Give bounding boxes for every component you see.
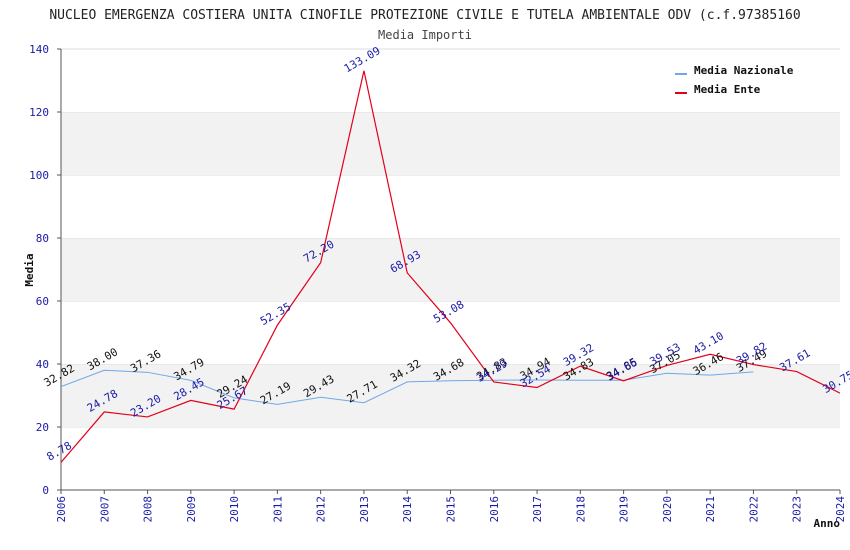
x-tick-label: 2017 xyxy=(531,496,544,523)
y-axis-label: Media xyxy=(23,253,36,286)
x-tick-label: 2014 xyxy=(401,496,414,523)
grid-band xyxy=(61,238,840,301)
grid-band xyxy=(61,112,840,175)
series-line-media-ente xyxy=(60,70,841,463)
x-tick-label: 2007 xyxy=(98,496,111,523)
legend: Media Nazionale Media Ente xyxy=(675,64,794,96)
x-tick-label: 2011 xyxy=(271,496,284,523)
x-tick-label: 2010 xyxy=(228,496,241,523)
y-tick-label: 140 xyxy=(29,43,49,56)
grid-band xyxy=(61,49,840,112)
x-tick-label: 2022 xyxy=(747,496,760,523)
y-tick-label: 60 xyxy=(36,295,49,308)
x-tick-label: 2019 xyxy=(618,496,631,523)
y-tick-label: 40 xyxy=(36,358,49,371)
chart-title: NUCLEO EMERGENZA COSTIERA UNITA CINOFILE… xyxy=(49,8,800,23)
series-line-media-nazionale xyxy=(60,369,754,405)
y-axis-ticks: 0 20 40 60 80 100 120 140 xyxy=(29,43,61,497)
x-tick-label: 2016 xyxy=(488,496,501,523)
x-tick-label: 2018 xyxy=(574,496,587,523)
grid-band xyxy=(61,301,840,364)
chart-subtitle: Media Importi xyxy=(378,28,472,42)
x-tick-label: 2012 xyxy=(315,496,328,523)
x-tick-label: 2013 xyxy=(358,496,371,523)
x-tick-label: 2006 xyxy=(55,496,68,523)
grid-band xyxy=(61,427,840,490)
grid-bands xyxy=(61,48,840,490)
grid-band xyxy=(61,175,840,238)
x-axis-ticks: 2006 2007 2008 2009 2010 2011 2012 2013 2014 2015… xyxy=(55,490,847,523)
x-tick-label: 2021 xyxy=(704,496,717,523)
x-tick-label: 2009 xyxy=(185,496,198,523)
x-tick-label: 2008 xyxy=(142,496,155,523)
x-tick-label: 2023 xyxy=(791,496,804,523)
series-lines xyxy=(60,70,841,463)
y-tick-label: 0 xyxy=(42,484,49,497)
y-tick-label: 20 xyxy=(36,421,49,434)
y-tick-label: 100 xyxy=(29,169,49,182)
x-tick-label: 2024 xyxy=(834,496,847,523)
y-tick-label: 80 xyxy=(36,232,49,245)
grid-band xyxy=(61,364,840,427)
x-tick-label: 2020 xyxy=(661,496,674,523)
y-tick-label: 120 xyxy=(29,106,49,119)
legend-entry: Media Nazionale xyxy=(694,64,794,77)
legend-entry: Media Ente xyxy=(694,83,761,96)
x-tick-label: 2015 xyxy=(445,496,458,523)
x-axis-label: Anno xyxy=(814,517,841,530)
